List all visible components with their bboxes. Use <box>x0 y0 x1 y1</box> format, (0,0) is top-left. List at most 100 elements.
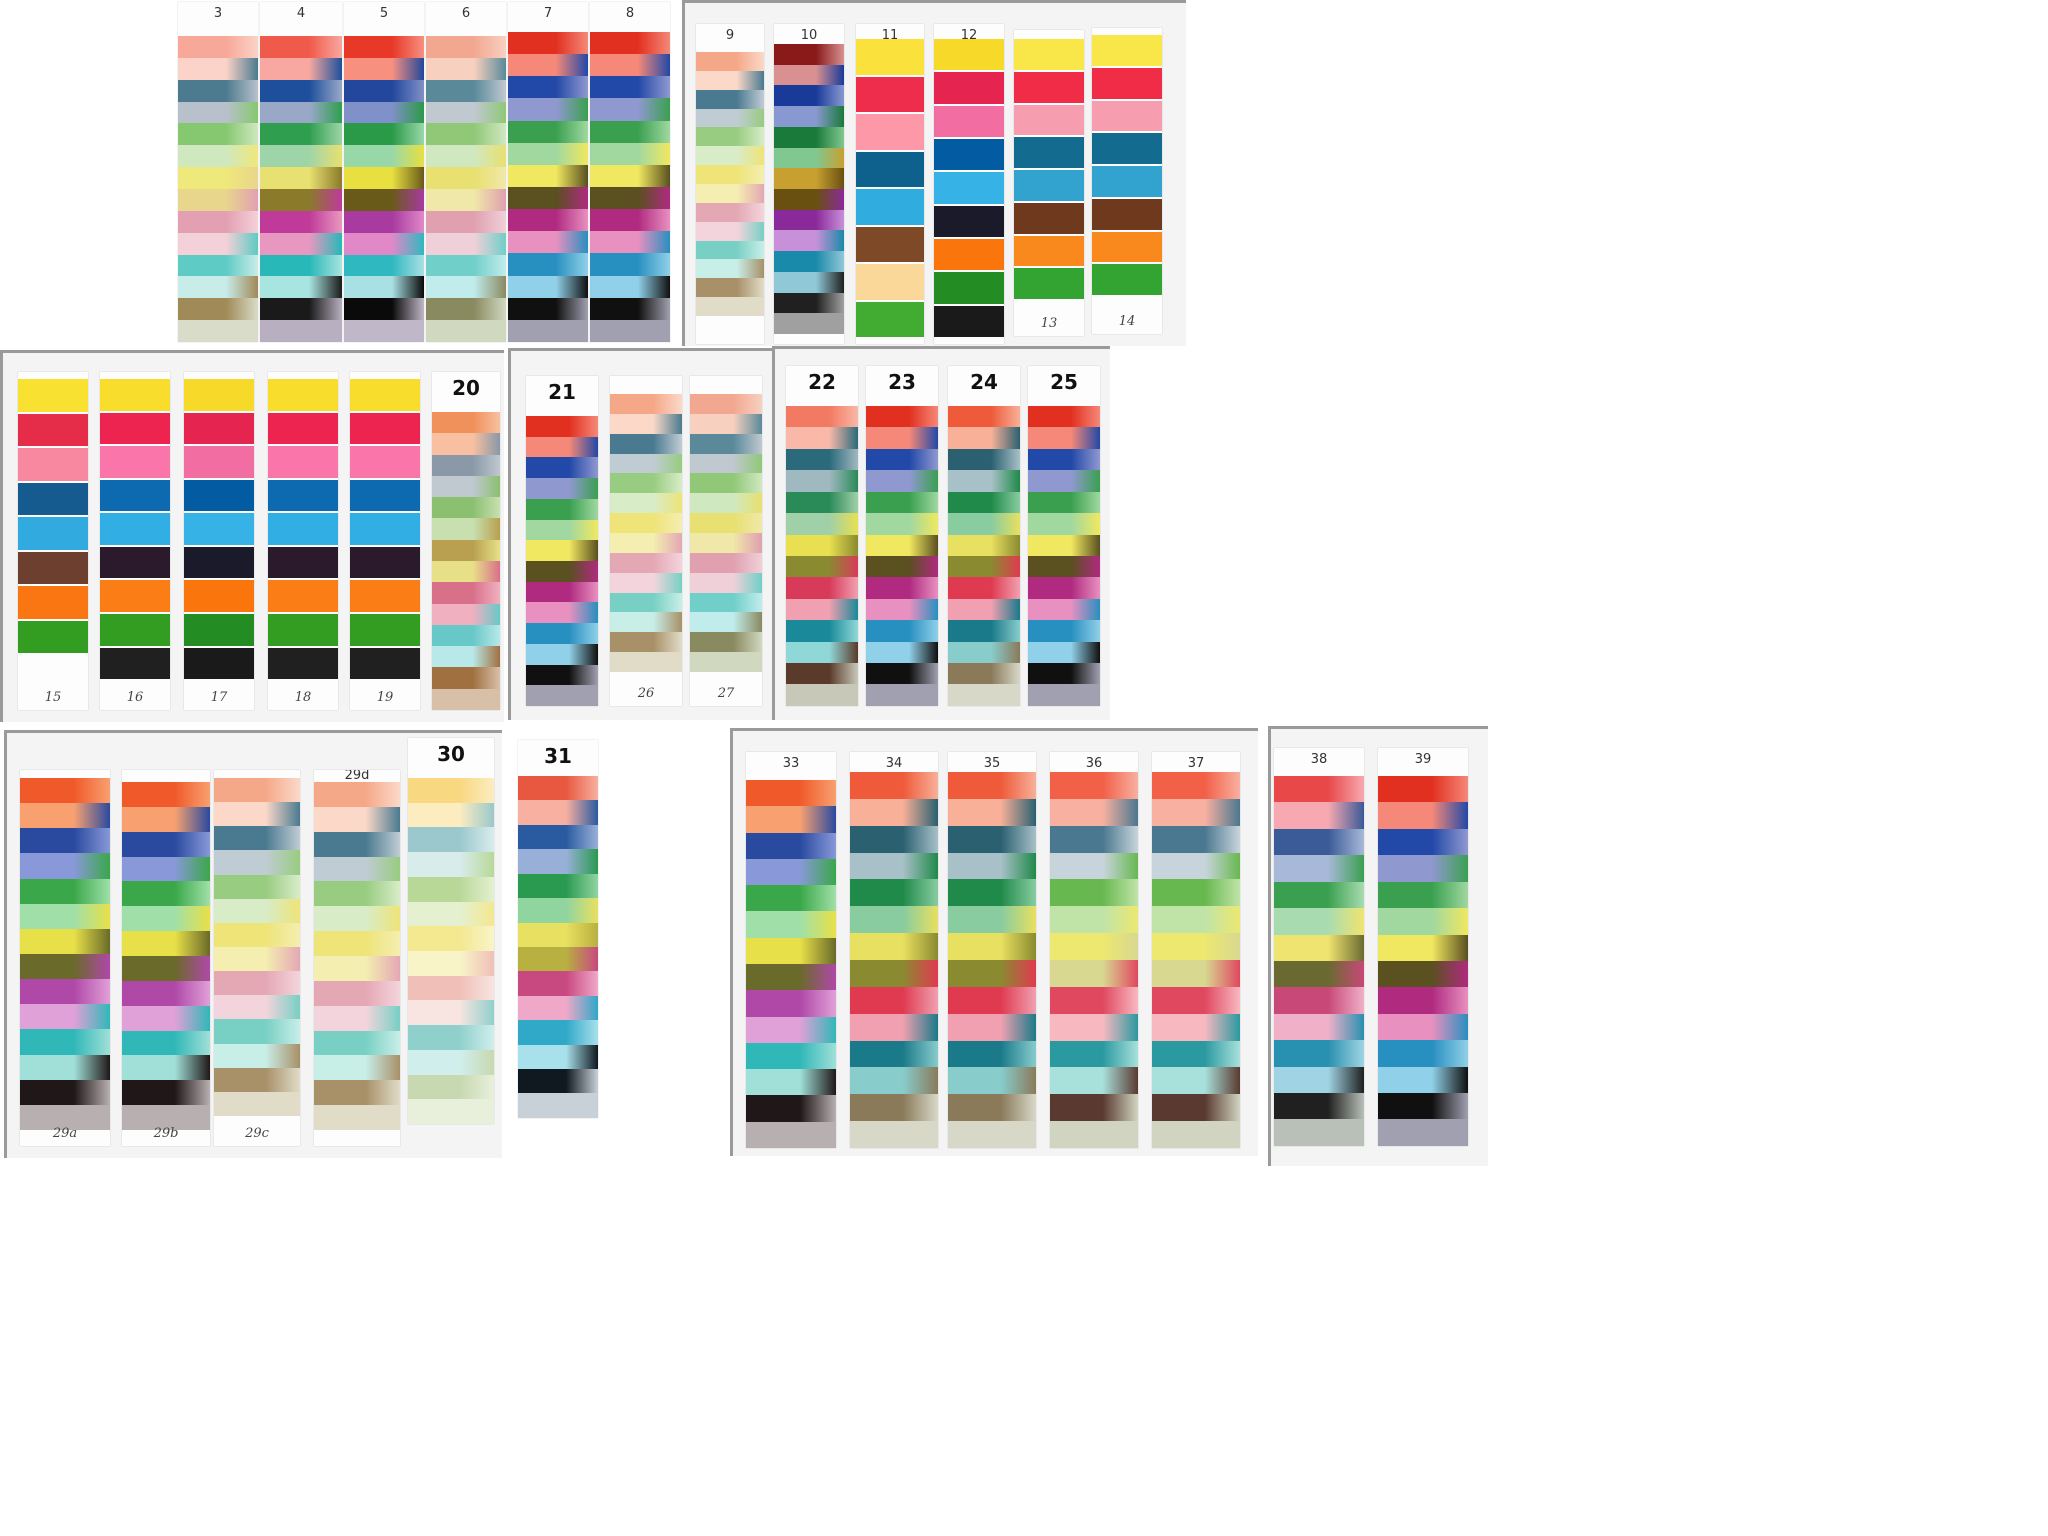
color-bands <box>350 378 420 680</box>
color-band <box>518 971 598 996</box>
color-band <box>590 98 670 121</box>
color-band <box>508 186 588 210</box>
color-band <box>350 513 420 545</box>
swatch-strip-27: 27 <box>690 376 762 706</box>
swatch-strip-39: 39 <box>1378 748 1468 1146</box>
swatch-strip-37: 37 <box>1152 752 1240 1148</box>
color-band <box>350 613 420 646</box>
color-band <box>1028 448 1100 471</box>
color-band <box>344 101 424 124</box>
color-bands <box>690 394 762 673</box>
swatch-strip-14: 14 <box>1092 28 1162 334</box>
color-band <box>508 98 588 121</box>
color-band <box>184 412 254 445</box>
color-band <box>934 105 1004 137</box>
color-band <box>690 612 762 633</box>
color-bands <box>696 52 764 317</box>
color-band <box>786 684 858 706</box>
color-band <box>408 1049 494 1075</box>
color-band <box>866 577 938 599</box>
color-band <box>18 586 88 619</box>
color-band <box>518 1069 598 1094</box>
color-band <box>934 205 1004 237</box>
color-band <box>122 1055 210 1081</box>
color-band <box>426 57 506 80</box>
strip-label: 23 <box>888 370 916 394</box>
color-band <box>20 878 110 904</box>
color-band <box>178 254 258 277</box>
color-band <box>526 416 598 437</box>
color-band <box>774 106 844 127</box>
color-band <box>1092 198 1162 230</box>
color-band <box>1092 35 1162 66</box>
swatch-strip-5: 5 <box>344 2 424 342</box>
strip-label: 16 <box>126 690 144 705</box>
color-band <box>934 172 1004 204</box>
color-band <box>690 552 762 573</box>
color-band <box>18 620 88 653</box>
color-band <box>344 123 424 146</box>
color-band <box>850 798 938 826</box>
color-band <box>508 76 588 99</box>
swatch-strip-29d: 29d <box>314 770 400 1146</box>
color-band <box>178 189 258 211</box>
color-band <box>696 278 764 298</box>
color-band <box>122 1005 210 1031</box>
color-band <box>20 778 110 804</box>
color-band <box>100 479 170 512</box>
color-band <box>178 145 258 168</box>
color-band <box>774 64 844 86</box>
color-band <box>746 858 836 886</box>
color-band <box>100 647 170 680</box>
color-band <box>508 209 588 232</box>
color-band <box>786 427 858 449</box>
color-band <box>774 292 844 314</box>
color-band <box>314 831 400 857</box>
color-band <box>610 632 682 653</box>
swatch-strip-18: 18 <box>268 372 338 710</box>
color-band <box>786 406 858 428</box>
color-band <box>344 298 424 321</box>
color-band <box>314 881 400 907</box>
color-band <box>178 57 258 80</box>
strip-label: 29d <box>344 770 370 783</box>
color-band <box>590 32 670 55</box>
color-band <box>1378 908 1468 935</box>
color-band <box>1378 1013 1468 1041</box>
color-band <box>948 1040 1036 1068</box>
color-band <box>1028 684 1100 706</box>
color-band <box>526 540 598 562</box>
color-band <box>526 457 598 479</box>
color-band <box>690 453 762 474</box>
color-band <box>344 320 424 342</box>
color-band <box>350 379 420 411</box>
color-band <box>1050 1040 1138 1068</box>
color-band <box>20 803 110 829</box>
color-band <box>268 379 338 411</box>
color-bands <box>314 782 400 1131</box>
color-band <box>426 101 506 124</box>
color-band <box>1092 264 1162 295</box>
color-band <box>1050 960 1138 987</box>
color-bands <box>786 406 858 706</box>
color-band <box>184 446 254 478</box>
strip-label: 25 <box>1050 370 1078 394</box>
color-band <box>934 238 1004 271</box>
color-band <box>184 546 254 579</box>
color-band <box>508 142 588 165</box>
color-band <box>518 800 598 825</box>
strip-label: 39 <box>1414 752 1432 767</box>
color-band <box>948 933 1036 961</box>
color-bands <box>856 38 924 338</box>
color-band <box>746 1069 836 1096</box>
color-band <box>350 412 420 445</box>
strip-label: 13 <box>1040 316 1058 331</box>
strip-label: 12 <box>960 28 978 43</box>
color-band <box>1152 825 1240 853</box>
color-band <box>268 613 338 646</box>
color-band <box>432 497 500 519</box>
color-band <box>948 879 1036 907</box>
color-band <box>432 667 500 689</box>
color-band <box>344 167 424 190</box>
color-band <box>690 473 762 494</box>
